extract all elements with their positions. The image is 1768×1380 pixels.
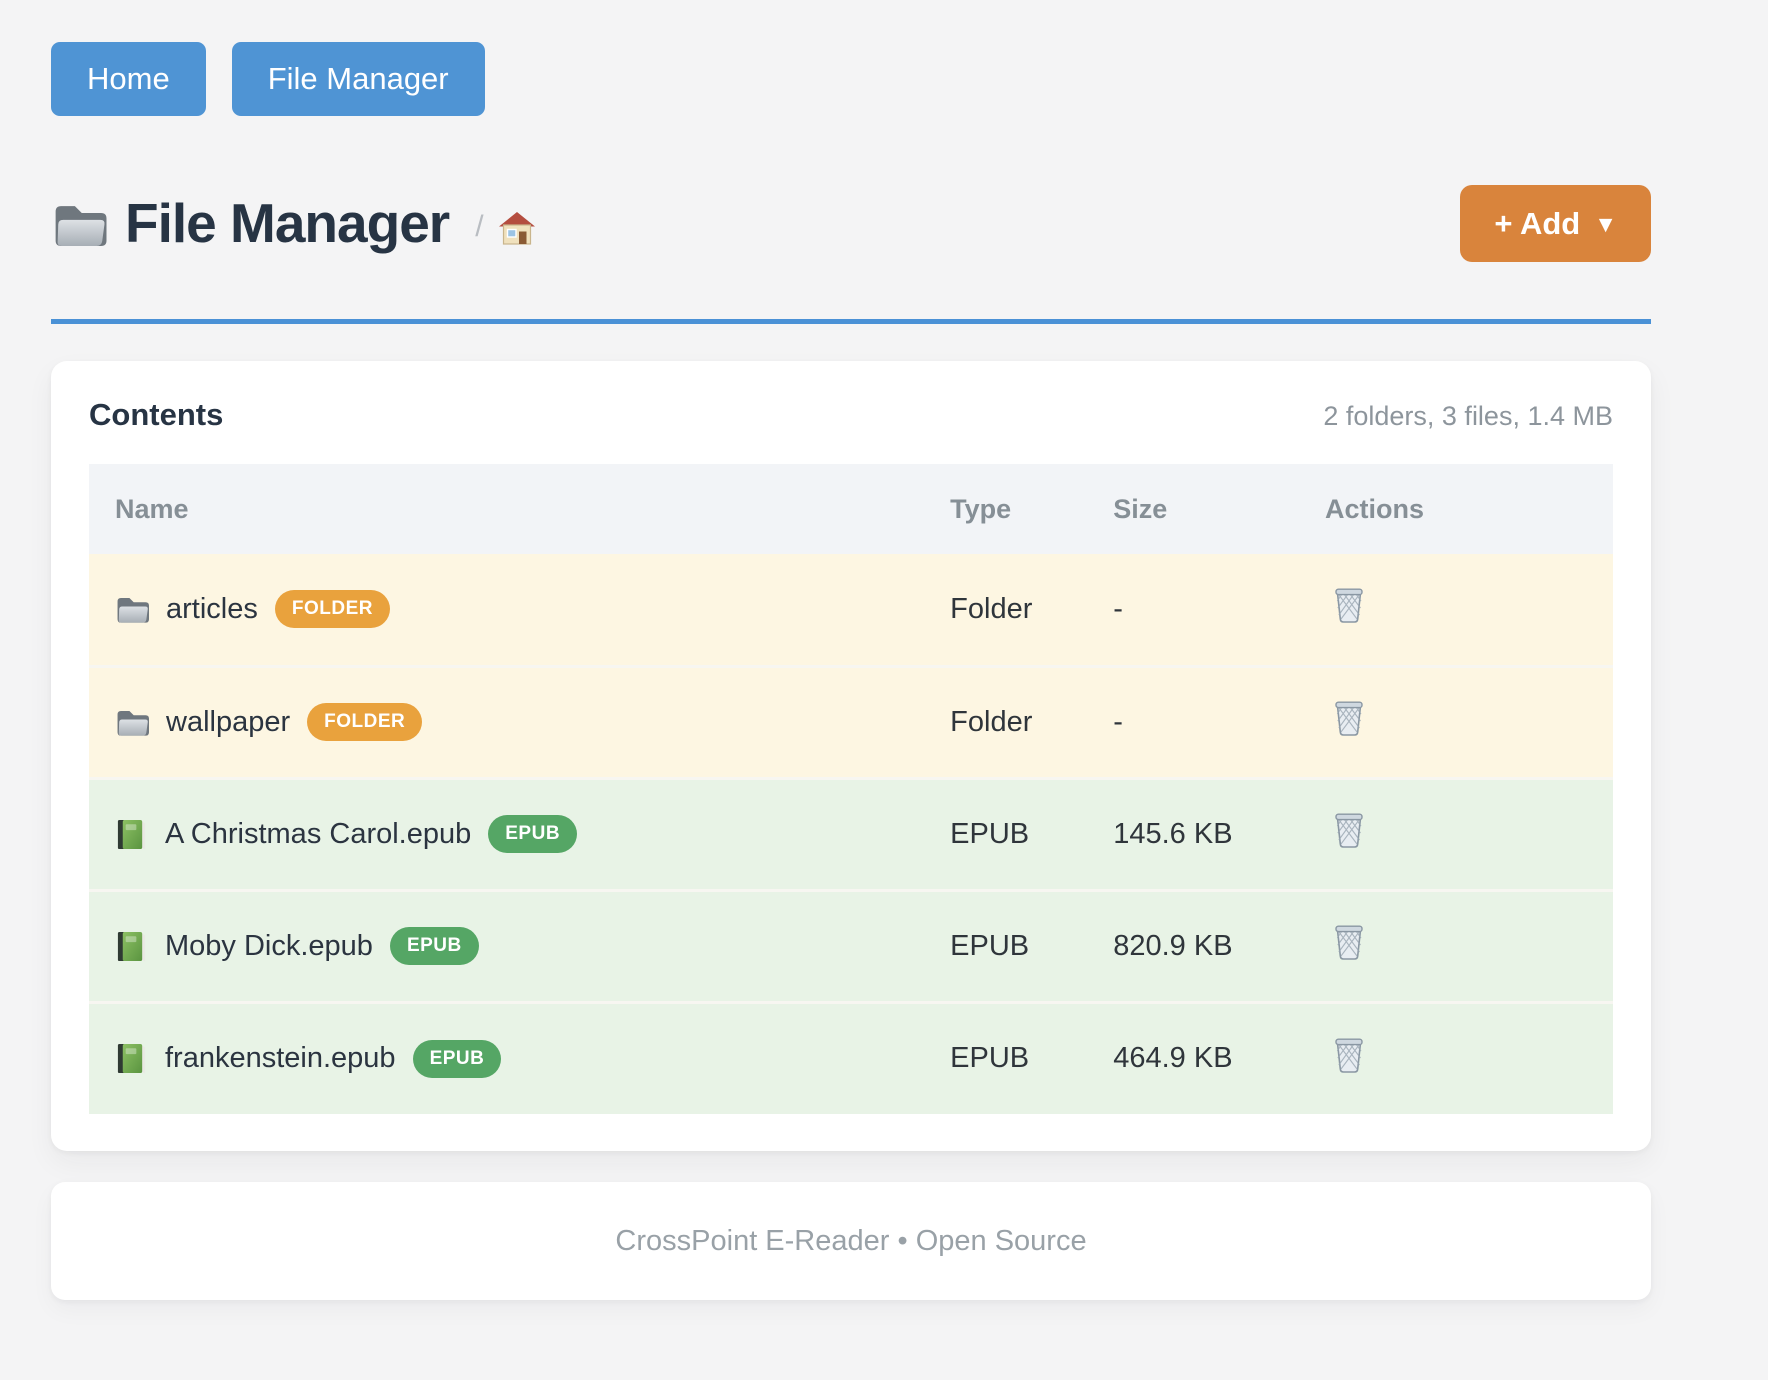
table-row[interactable]: articles FOLDER Folder - xyxy=(89,554,1613,668)
caret-down-icon: ▼ xyxy=(1594,211,1617,237)
page: Home File Manager File Manager / + Add ▼… xyxy=(51,0,1651,1300)
trash-icon xyxy=(1333,699,1365,737)
file-name: articles xyxy=(166,592,258,625)
breadcrumb-home[interactable] xyxy=(497,210,536,246)
table-header-row: Name Type Size Actions xyxy=(89,464,1613,554)
folder-icon xyxy=(51,202,107,246)
size-cell: 464.9 KB xyxy=(1087,1002,1300,1114)
footer-text: CrossPoint E-Reader • Open Source xyxy=(615,1224,1087,1257)
nav-file-manager-button[interactable]: File Manager xyxy=(231,42,485,116)
delete-button[interactable] xyxy=(1333,699,1365,737)
trash-icon xyxy=(1333,586,1365,624)
contents-summary: 2 folders, 3 files, 1.4 MB xyxy=(1323,401,1613,431)
delete-button[interactable] xyxy=(1333,923,1365,961)
table-row[interactable]: A Christmas Carol.epub EPUB EPUB 145.6 K… xyxy=(89,778,1613,892)
type-badge: EPUB xyxy=(488,815,578,853)
add-button-label: + Add xyxy=(1494,205,1581,241)
add-button[interactable]: + Add ▼ xyxy=(1460,185,1651,262)
type-badge: FOLDER xyxy=(307,703,423,741)
contents-title: Contents xyxy=(89,397,224,432)
top-nav: Home File Manager xyxy=(51,0,1651,116)
page-title: File Manager xyxy=(125,192,450,254)
type-cell: EPUB xyxy=(924,778,1088,892)
title-wrap: File Manager / xyxy=(51,196,536,251)
book-icon xyxy=(115,1042,148,1075)
type-badge: EPUB xyxy=(389,927,479,965)
contents-card-header: Contents 2 folders, 3 files, 1.4 MB xyxy=(89,397,1613,433)
size-cell: 145.6 KB xyxy=(1087,778,1300,892)
type-cell: EPUB xyxy=(924,890,1088,1004)
type-badge: FOLDER xyxy=(274,590,390,629)
table-row[interactable]: frankenstein.epub EPUB EPUB 464.9 KB xyxy=(89,1002,1613,1114)
contents-table: Name Type Size Actions articles FOLDER F… xyxy=(89,464,1613,1114)
table-row[interactable]: Moby Dick.epub EPUB EPUB 820.9 KB xyxy=(89,890,1613,1004)
home-icon xyxy=(497,210,536,246)
column-header-type: Type xyxy=(924,464,1088,554)
type-cell: EPUB xyxy=(924,1002,1088,1114)
file-name: wallpaper xyxy=(166,705,291,738)
file-name: A Christmas Carol.epub xyxy=(165,817,472,850)
nav-home-button[interactable]: Home xyxy=(51,42,206,116)
title-divider xyxy=(51,319,1651,324)
column-header-actions: Actions xyxy=(1299,464,1613,554)
folder-icon xyxy=(115,595,149,623)
size-cell: - xyxy=(1087,554,1300,668)
table-row[interactable]: wallpaper FOLDER Folder - xyxy=(89,666,1613,780)
file-name: Moby Dick.epub xyxy=(165,929,373,962)
contents-table-body: articles FOLDER Folder - wallpaper xyxy=(89,554,1613,1114)
type-cell: Folder xyxy=(924,666,1088,780)
delete-button[interactable] xyxy=(1333,586,1365,624)
size-cell: - xyxy=(1087,666,1300,780)
column-header-size: Size xyxy=(1087,464,1300,554)
delete-button[interactable] xyxy=(1333,1036,1365,1074)
column-header-name: Name xyxy=(89,464,925,554)
trash-icon xyxy=(1333,923,1365,961)
breadcrumb-separator: / xyxy=(475,209,484,243)
footer: CrossPoint E-Reader • Open Source xyxy=(51,1182,1651,1300)
trash-icon xyxy=(1333,1036,1365,1074)
type-badge: EPUB xyxy=(412,1039,502,1078)
size-cell: 820.9 KB xyxy=(1087,890,1300,1004)
type-cell: Folder xyxy=(924,554,1088,668)
contents-card: Contents 2 folders, 3 files, 1.4 MB Name… xyxy=(51,361,1651,1151)
page-header: File Manager / + Add ▼ xyxy=(51,185,1651,262)
folder-icon xyxy=(115,708,149,736)
book-icon xyxy=(115,930,148,963)
trash-icon xyxy=(1333,811,1365,849)
book-icon xyxy=(115,818,148,851)
file-name: frankenstein.epub xyxy=(165,1042,396,1075)
delete-button[interactable] xyxy=(1333,811,1365,849)
